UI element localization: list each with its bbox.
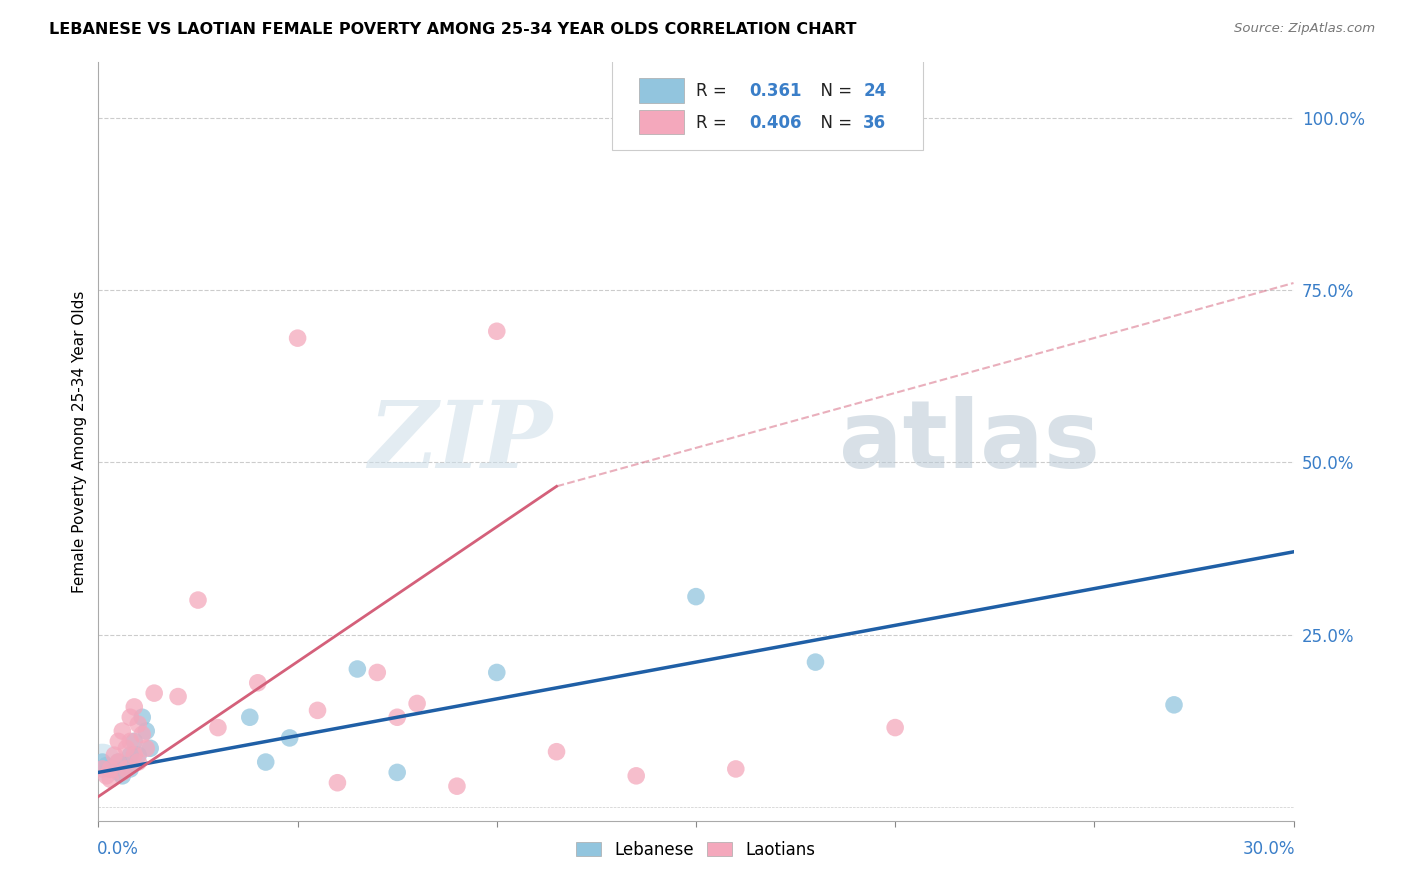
Point [124,699,146,714]
FancyBboxPatch shape [613,59,922,150]
Point [385,710,409,724]
Point [115,762,138,776]
Point [91,755,114,769]
Text: N =: N = [810,82,856,100]
Point [139,741,162,756]
Text: ZIP: ZIP [368,397,553,486]
Point [111,724,134,739]
Point [127,717,149,731]
Point [96,769,118,783]
Legend: Lebanese, Laotians: Lebanese, Laotians [569,834,823,865]
Point [103,762,125,776]
Point [120,762,142,776]
Point [107,734,129,748]
Point [91,755,114,769]
Text: LEBANESE VS LAOTIAN FEMALE POVERTY AMONG 25-34 YEAR OLDS CORRELATION CHART: LEBANESE VS LAOTIAN FEMALE POVERTY AMONG… [49,22,856,37]
Point [254,755,277,769]
Point [98,762,122,776]
Text: R =: R = [696,114,737,132]
Text: 0.361: 0.361 [749,82,803,100]
FancyBboxPatch shape [638,111,685,135]
Y-axis label: Female Poverty Among 25-34 Year Olds: Female Poverty Among 25-34 Year Olds [72,291,87,592]
Point [346,662,368,676]
Point [135,741,157,756]
Point [657,128,679,142]
Point [1163,698,1185,712]
Point [120,710,142,724]
Point [107,765,129,780]
Point [127,748,149,763]
Point [115,741,138,756]
Point [485,324,508,338]
Point [131,710,153,724]
Text: N =: N = [810,114,856,132]
Point [246,675,269,690]
Point [287,331,309,345]
Point [366,665,388,680]
Point [111,765,134,780]
Point [167,690,190,704]
Point [626,769,648,783]
Text: R =: R = [696,82,737,100]
Point [124,748,146,763]
Point [143,686,166,700]
Text: 0.406: 0.406 [749,114,803,132]
Point [96,758,118,772]
Point [135,724,157,739]
Point [98,772,122,787]
Point [804,655,827,669]
Point [131,727,153,741]
Point [207,721,229,735]
Point [124,734,146,748]
Text: 30.0%: 30.0% [1243,839,1295,857]
Point [107,755,129,769]
Point [115,758,138,772]
Text: 0.0%: 0.0% [97,839,139,857]
Point [278,731,301,745]
Point [326,776,349,790]
Point [107,755,129,769]
Point [98,762,122,776]
Point [685,590,707,604]
Point [103,748,125,763]
Point [120,748,142,763]
Point [485,665,508,680]
Point [307,703,329,717]
Text: 36: 36 [863,114,886,132]
Point [120,734,142,748]
Point [239,710,262,724]
Point [884,721,907,735]
FancyBboxPatch shape [638,78,685,103]
Text: atlas: atlas [839,395,1101,488]
Point [406,697,429,711]
Point [91,762,114,776]
Point [385,765,409,780]
Point [187,593,209,607]
Point [446,779,468,793]
Point [546,745,568,759]
Point [111,769,134,783]
Text: 24: 24 [863,82,887,100]
Text: Source: ZipAtlas.com: Source: ZipAtlas.com [1234,22,1375,36]
Point [127,755,149,769]
Point [724,762,747,776]
